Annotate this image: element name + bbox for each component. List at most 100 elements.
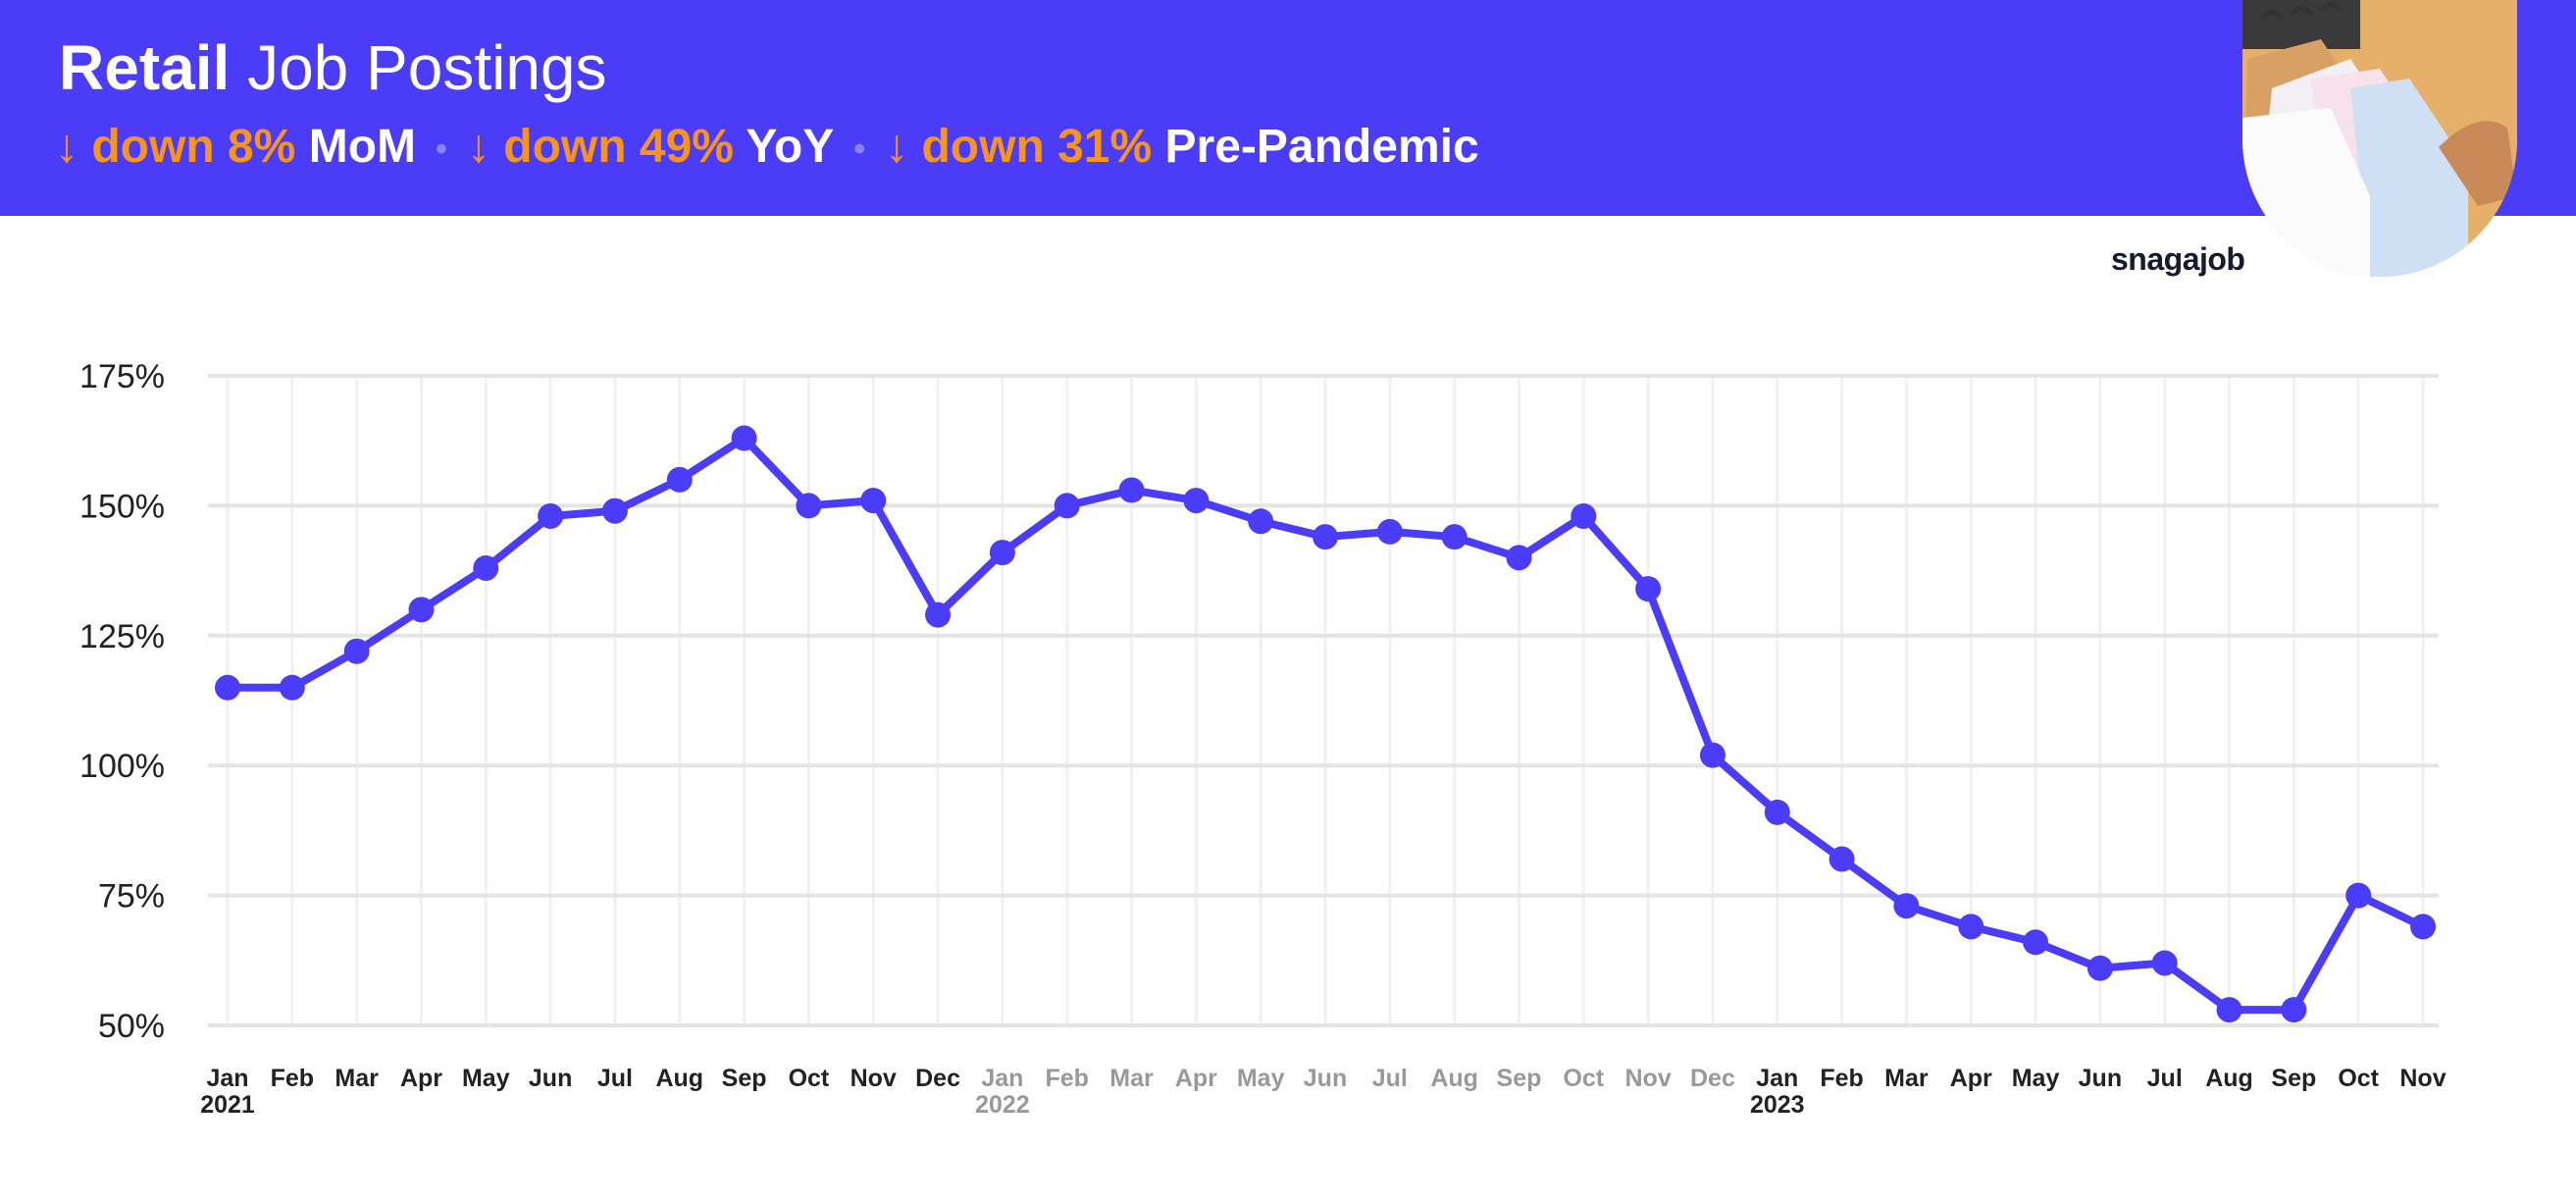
data-point — [731, 425, 757, 451]
header-banner — [0, 0, 2576, 216]
down-arrow-icon: ↓ — [55, 121, 78, 173]
x-tick-label: Jan — [1756, 1065, 1798, 1092]
x-tick-label: Mar — [1884, 1065, 1929, 1092]
x-tick-label: Feb — [1045, 1065, 1088, 1092]
x-tick-label: Jan — [206, 1065, 248, 1092]
stat-label: YoY — [746, 121, 835, 173]
x-tick-label: Aug — [2205, 1065, 2253, 1092]
x-tick-label: Nov — [850, 1065, 897, 1092]
data-point — [279, 674, 305, 701]
stat-label: Pre-Pandemic — [1164, 121, 1479, 173]
title-rest: Job Postings — [247, 32, 607, 103]
data-point — [1506, 545, 1532, 571]
data-point — [1248, 508, 1274, 535]
separator-dot: • — [436, 130, 447, 168]
data-point — [860, 488, 887, 514]
title-bold: Retail — [59, 32, 231, 103]
x-tick-label: May — [1237, 1065, 1285, 1092]
data-point — [2023, 929, 2049, 956]
x-tick-label: Sep — [722, 1065, 767, 1092]
x-tick-label: Jul — [597, 1065, 633, 1092]
x-tick-label: Oct — [2338, 1065, 2379, 1092]
y-tick-label: 125% — [79, 618, 165, 655]
data-point — [1635, 576, 1662, 602]
y-tick-label: 75% — [98, 878, 165, 915]
y-tick-label: 50% — [98, 1008, 165, 1045]
data-point — [2216, 997, 2242, 1023]
data-point — [1893, 893, 1920, 919]
data-point — [2281, 997, 2307, 1023]
x-tick-label: Aug — [1430, 1065, 1478, 1092]
x-tick-label: Mar — [335, 1065, 379, 1092]
data-point — [2345, 882, 2372, 909]
y-tick-label: 175% — [79, 358, 165, 395]
data-point — [1571, 502, 1597, 529]
data-point — [1118, 477, 1145, 503]
x-year-label: 2023 — [1750, 1091, 1805, 1119]
data-point — [1376, 518, 1403, 545]
data-point — [2151, 950, 2178, 976]
data-point — [1829, 846, 1855, 872]
stat-mom: ↓ down 8% MoM — [55, 121, 416, 173]
data-point — [1441, 524, 1468, 550]
stat-change: down 8% — [91, 121, 296, 173]
data-point — [666, 466, 693, 493]
x-tick-label: Jan — [981, 1065, 1023, 1092]
stats-row: ↓ down 8% MoM • ↓ down 49% YoY • ↓ down 31% … — [55, 121, 1479, 174]
x-tick-label: Jun — [529, 1065, 572, 1092]
stat-yoy: ↓ down 49% YoY — [467, 121, 834, 173]
down-arrow-icon: ↓ — [885, 121, 909, 173]
x-tick-label: Sep — [2271, 1065, 2316, 1092]
x-tick-label: Oct — [1563, 1065, 1604, 1092]
data-point — [538, 502, 564, 529]
data-point — [1054, 493, 1080, 519]
x-year-label: 2022 — [975, 1091, 1030, 1119]
x-tick-label: Nov — [1625, 1065, 1672, 1092]
x-tick-label: Sep — [1497, 1065, 1542, 1092]
data-point — [601, 497, 628, 524]
data-point — [408, 597, 435, 623]
data-point — [1764, 799, 1790, 825]
x-tick-label: Dec — [915, 1065, 960, 1092]
data-point — [343, 638, 370, 664]
stat-change: down 31% — [921, 121, 1153, 173]
brand-logo: snagajob — [2111, 241, 2245, 277]
stat-change: down 49% — [503, 121, 734, 173]
retail-photo — [2242, 0, 2517, 277]
x-tick-label: Jul — [2147, 1065, 2183, 1092]
x-tick-label: Apr — [1950, 1065, 1992, 1092]
x-tick-label: Dec — [1690, 1065, 1735, 1092]
x-tick-label: May — [462, 1065, 510, 1092]
x-tick-label: Mar — [1109, 1065, 1154, 1092]
x-tick-label: Feb — [271, 1065, 314, 1092]
data-point — [925, 601, 952, 628]
data-point — [473, 554, 499, 581]
x-tick-label: May — [2012, 1065, 2060, 1092]
x-tick-label: Jul — [1372, 1065, 1408, 1092]
x-tick-label: Aug — [655, 1065, 703, 1092]
data-point — [1958, 914, 1984, 940]
data-point — [989, 540, 1015, 566]
x-tick-label: Apr — [1175, 1065, 1217, 1092]
data-point — [2087, 955, 2113, 981]
stat-label: MoM — [308, 121, 416, 173]
down-arrow-icon: ↓ — [466, 121, 490, 173]
x-tick-label: Jun — [1304, 1065, 1347, 1092]
x-tick-label: Jun — [2079, 1065, 2122, 1092]
data-point — [2410, 914, 2436, 940]
separator-dot: • — [853, 130, 866, 168]
x-tick-label: Apr — [400, 1065, 442, 1092]
y-tick-label: 100% — [79, 748, 165, 785]
data-point — [1313, 524, 1338, 550]
y-tick-label: 150% — [79, 488, 165, 525]
data-point — [1183, 488, 1210, 514]
data-point — [215, 674, 240, 701]
data-point — [796, 493, 822, 519]
x-tick-label: Oct — [789, 1065, 830, 1092]
x-year-label: 2021 — [200, 1091, 255, 1119]
page-title: Retail Job Postings — [59, 33, 607, 102]
stat-pre-pandemic: ↓ down 31% Pre-Pandemic — [885, 121, 1479, 173]
x-tick-label: Nov — [2399, 1065, 2446, 1092]
x-tick-label: Feb — [1820, 1065, 1863, 1092]
